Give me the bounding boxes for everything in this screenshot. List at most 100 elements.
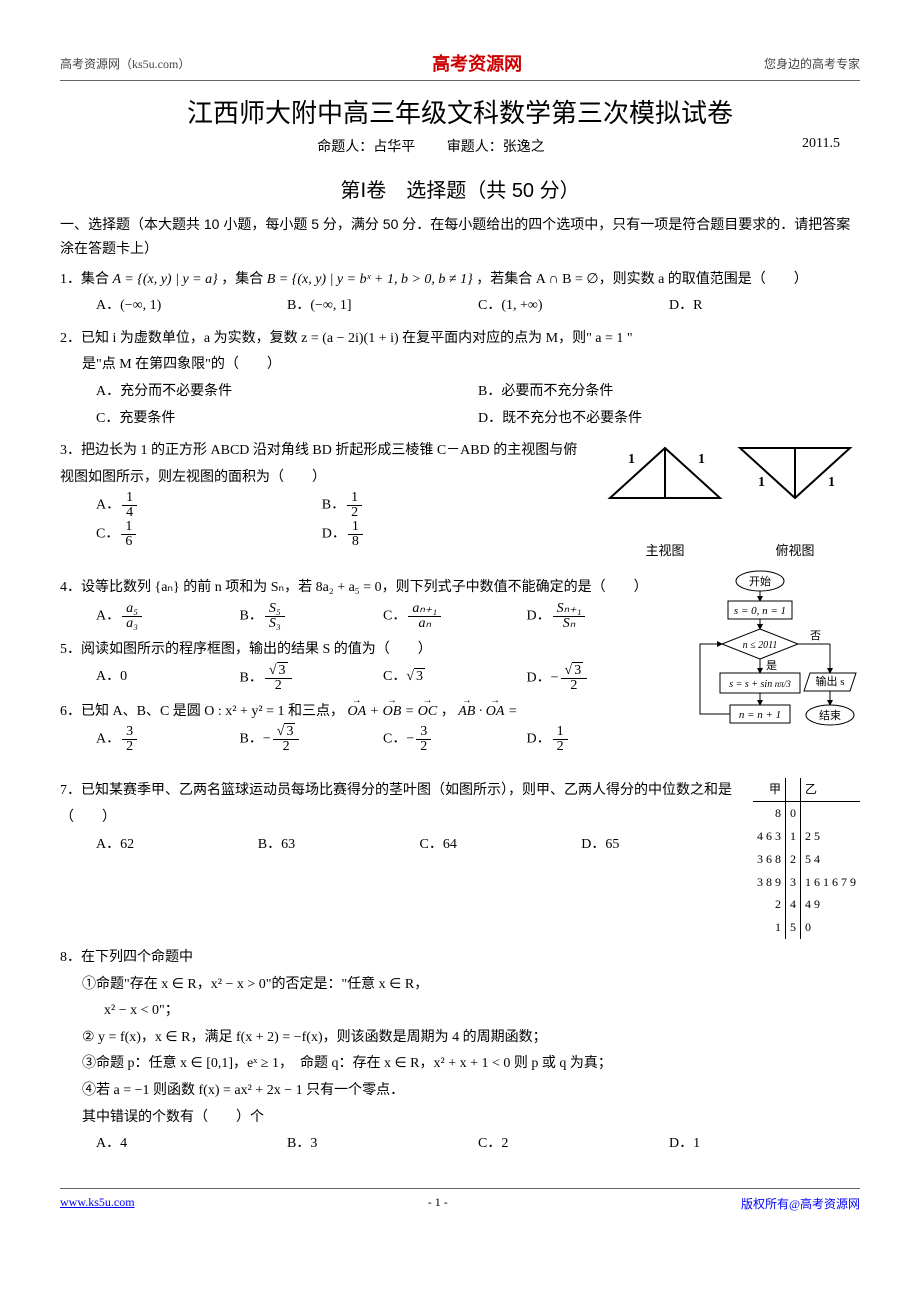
q5-opt-b[interactable]: B．32 <box>240 664 384 693</box>
q4-q5-row: 4．设等比数列 {aₙ} 的前 n 项和为 Sₙ，若 8a₂ + a₅ = 0，… <box>60 569 860 772</box>
q3-opt-c[interactable]: C．16 <box>96 520 318 549</box>
q8-p2: ② y = f(x)，x ∈ R，满足 f(x + 2) = −f(x)，则该函… <box>60 1025 860 1052</box>
q2-line2: 是"点 M 在第四象限"的（ ） <box>60 352 860 379</box>
question-2: 2．已知 i 为虚数单位，a 为实数，复数 z = (a − 2i)(1 + i… <box>60 326 860 432</box>
q7-text: 7．已知某赛季甲、乙两名篮球运动员每场比赛得分的茎叶图（如图所示），则甲、乙两人… <box>60 778 743 831</box>
page-footer: www.ks5u.com - 1 - 版权所有@高考资源网 <box>60 1188 860 1212</box>
svg-text:1: 1 <box>628 452 635 467</box>
q1-opt-b[interactable]: B．(−∞, 1] <box>287 293 478 320</box>
flowchart-svg: 开始 s = 0, n = 1 n ≤ 2011 否 是 s = s + sin… <box>680 569 860 769</box>
q5-text: 5．阅读如图所示的程序框图，输出的结果 S 的值为（ ） <box>60 637 670 664</box>
question-3: 3．把边长为 1 的正方形 ABCD 沿对角线 BD 折起形成三棱锥 C－ABD… <box>60 438 860 563</box>
author-row: 命题人：占华平 审题人：张逸之 2011.5 <box>60 136 860 156</box>
q3-figure: 1 1 1 1 主视图 俯视图 <box>600 438 860 563</box>
q1-text: 1．集合 A = {(x, y) | y = a} ，集合 B = {(x, y… <box>60 272 808 287</box>
exam-date: 2011.5 <box>802 136 840 152</box>
q4-opt-b[interactable]: B．S₅S₃ <box>240 602 384 631</box>
header-logo: 高考资源网 <box>432 50 522 76</box>
q5-opt-c[interactable]: C．3 <box>383 664 527 693</box>
author-name: 占华平 <box>373 140 415 155</box>
q3-options: A．14 B．12 C．16 D．18 <box>60 491 590 549</box>
header-right: 您身边的高考专家 <box>764 55 860 72</box>
q3-opt-b[interactable]: B．12 <box>322 491 544 520</box>
page-header: 高考资源网（ks5u.com） 高考资源网 您身边的高考专家 <box>60 50 860 81</box>
svg-text:开始: 开始 <box>749 574 771 588</box>
footer-pagenum: - 1 - <box>428 1195 448 1212</box>
question-4: 4．设等比数列 {aₙ} 的前 n 项和为 Sₙ，若 8a₂ + a₅ = 0，… <box>60 575 670 631</box>
stemleaf-table: 甲 乙 80 4 6 312 5 3 6 825 4 3 8 931 6 1 6… <box>753 778 860 939</box>
q4-text: 4．设等比数列 {aₙ} 的前 n 项和为 Sₙ，若 8a₂ + a₅ = 0，… <box>60 575 670 602</box>
svg-text:否: 否 <box>810 630 821 642</box>
q8-opt-c[interactable]: C．2 <box>478 1131 669 1158</box>
page: 高考资源网（ks5u.com） 高考资源网 您身边的高考专家 江西师大附中高三年… <box>0 0 920 1252</box>
q5-opt-a[interactable]: A．0 <box>96 664 240 693</box>
reviewer-label: 审题人： <box>447 140 503 155</box>
q3-opt-d[interactable]: D．18 <box>322 520 544 549</box>
q8-options: A．4 B．3 C．2 D．1 <box>60 1131 860 1158</box>
q5-opt-d[interactable]: D．−32 <box>527 664 671 693</box>
question-6: 6．已知 A、B、C 是圆 O : x² + y² = 1 和三点， OA + … <box>60 699 670 755</box>
q3-opt-a[interactable]: A．14 <box>96 491 318 520</box>
front-view-label: 主视图 <box>600 539 730 564</box>
q7-opt-b[interactable]: B．63 <box>258 832 420 859</box>
q6-opt-a[interactable]: A．32 <box>96 725 240 754</box>
q4-opt-c[interactable]: C．aₙ₊₁aₙ <box>383 602 527 631</box>
q2-line1: 2．已知 i 为虚数单位，a 为实数，复数 z = (a − 2i)(1 + i… <box>60 326 860 353</box>
q2-opt-b[interactable]: B．必要而不充分条件 <box>478 379 860 406</box>
question-1: 1．集合 A = {(x, y) | y = a} ，集合 B = {(x, y… <box>60 267 860 320</box>
q8-opt-a[interactable]: A．4 <box>96 1131 287 1158</box>
exam-title: 江西师大附中高三年级文科数学第三次模拟试卷 <box>60 93 860 130</box>
q2-opt-d[interactable]: D．既不充分也不必要条件 <box>478 406 860 433</box>
q3-text: 3．把边长为 1 的正方形 ABCD 沿对角线 BD 折起形成三棱锥 C－ABD… <box>60 438 590 491</box>
svg-text:1: 1 <box>828 475 835 490</box>
svg-text:n = n + 1: n = n + 1 <box>739 709 781 721</box>
q8-opt-d[interactable]: D．1 <box>669 1131 860 1158</box>
q5-flowchart: 开始 s = 0, n = 1 n ≤ 2011 否 是 s = s + sin… <box>680 569 860 772</box>
q6-opt-b[interactable]: B．−32 <box>240 725 384 754</box>
q7-opt-d[interactable]: D．65 <box>581 832 743 859</box>
q2-opt-c[interactable]: C．充要条件 <box>96 406 478 433</box>
q1-opt-c[interactable]: C．(1, +∞) <box>478 293 669 320</box>
q1-options: A．(−∞, 1) B．(−∞, 1] C．(1, +∞) D．R <box>60 293 860 320</box>
q6-options: A．32 B．−32 C．−32 D．12 <box>60 725 670 754</box>
section-instructions: 一、选择题（本大题共 10 小题，每小题 5 分，满分 50 分．在每小题给出的… <box>60 213 860 261</box>
svg-text:1: 1 <box>698 452 705 467</box>
q3-views-svg: 1 1 1 1 <box>600 438 860 528</box>
question-7: 7．已知某赛季甲、乙两名篮球运动员每场比赛得分的茎叶图（如图所示），则甲、乙两人… <box>60 778 860 939</box>
q8-p1b: x² − x < 0"； <box>60 998 860 1025</box>
q6-text: 6．已知 A、B、C 是圆 O : x² + y² = 1 和三点， OA + … <box>60 704 517 719</box>
q6-opt-d[interactable]: D．12 <box>527 725 671 754</box>
q8-p1a: ①命题"存在 x ∈ R，x² − x > 0"的否定是："任意 x ∈ R， <box>60 972 860 999</box>
header-left: 高考资源网（ks5u.com） <box>60 55 190 72</box>
q6-opt-c[interactable]: C．−32 <box>383 725 527 754</box>
q1-opt-d[interactable]: D．R <box>669 293 860 320</box>
svg-text:1: 1 <box>758 475 765 490</box>
question-5: 5．阅读如图所示的程序框图，输出的结果 S 的值为（ ） A．0 B．32 C．… <box>60 637 670 693</box>
question-8: 8．在下列四个命题中 ①命题"存在 x ∈ R，x² − x > 0"的否定是：… <box>60 945 860 1158</box>
reviewer-name: 张逸之 <box>503 140 545 155</box>
q7-opt-c[interactable]: C．64 <box>420 832 582 859</box>
svg-text:结束: 结束 <box>819 709 841 722</box>
svg-text:s = s + sin nπ/3: s = s + sin nπ/3 <box>729 679 791 690</box>
q1-opt-a[interactable]: A．(−∞, 1) <box>96 293 287 320</box>
section-title: 第Ⅰ卷 选择题（共 50 分） <box>60 174 860 203</box>
q4-opt-a[interactable]: A．a₅a₃ <box>96 602 240 631</box>
top-view-label: 俯视图 <box>730 539 860 564</box>
svg-text:输出 s: 输出 s <box>815 674 844 688</box>
q2-opt-a[interactable]: A．充分而不必要条件 <box>96 379 478 406</box>
author-label: 命题人： <box>317 140 373 155</box>
q8-p4: ④若 a = −1 则函数 f(x) = ax² + 2x − 1 只有一个零点… <box>60 1078 860 1105</box>
q7-options: A．62 B．63 C．64 D．65 <box>60 832 743 859</box>
footer-url[interactable]: www.ks5u.com <box>60 1195 135 1212</box>
q8-opt-b[interactable]: B．3 <box>287 1131 478 1158</box>
q4-opt-d[interactable]: D．Sₙ₊₁Sₙ <box>527 602 671 631</box>
q7-stemleaf: 甲 乙 80 4 6 312 5 3 6 825 4 3 8 931 6 1 6… <box>753 778 860 939</box>
q8-head: 8．在下列四个命题中 <box>60 945 860 972</box>
q4-options: A．a₅a₃ B．S₅S₃ C．aₙ₊₁aₙ D．Sₙ₊₁Sₙ <box>60 602 670 631</box>
q8-p3: ③命题 p：任意 x ∈ [0,1]，eˣ ≥ 1， 命题 q：存在 x ∈ R… <box>60 1051 860 1078</box>
footer-copyright: 版权所有@高考资源网 <box>741 1195 860 1212</box>
q2-options: A．充分而不必要条件 B．必要而不充分条件 C．充要条件 D．既不充分也不必要条… <box>60 379 860 432</box>
svg-text:n ≤ 2011: n ≤ 2011 <box>743 640 778 651</box>
q7-opt-a[interactable]: A．62 <box>96 832 258 859</box>
svg-text:s = 0, n = 1: s = 0, n = 1 <box>734 605 786 617</box>
